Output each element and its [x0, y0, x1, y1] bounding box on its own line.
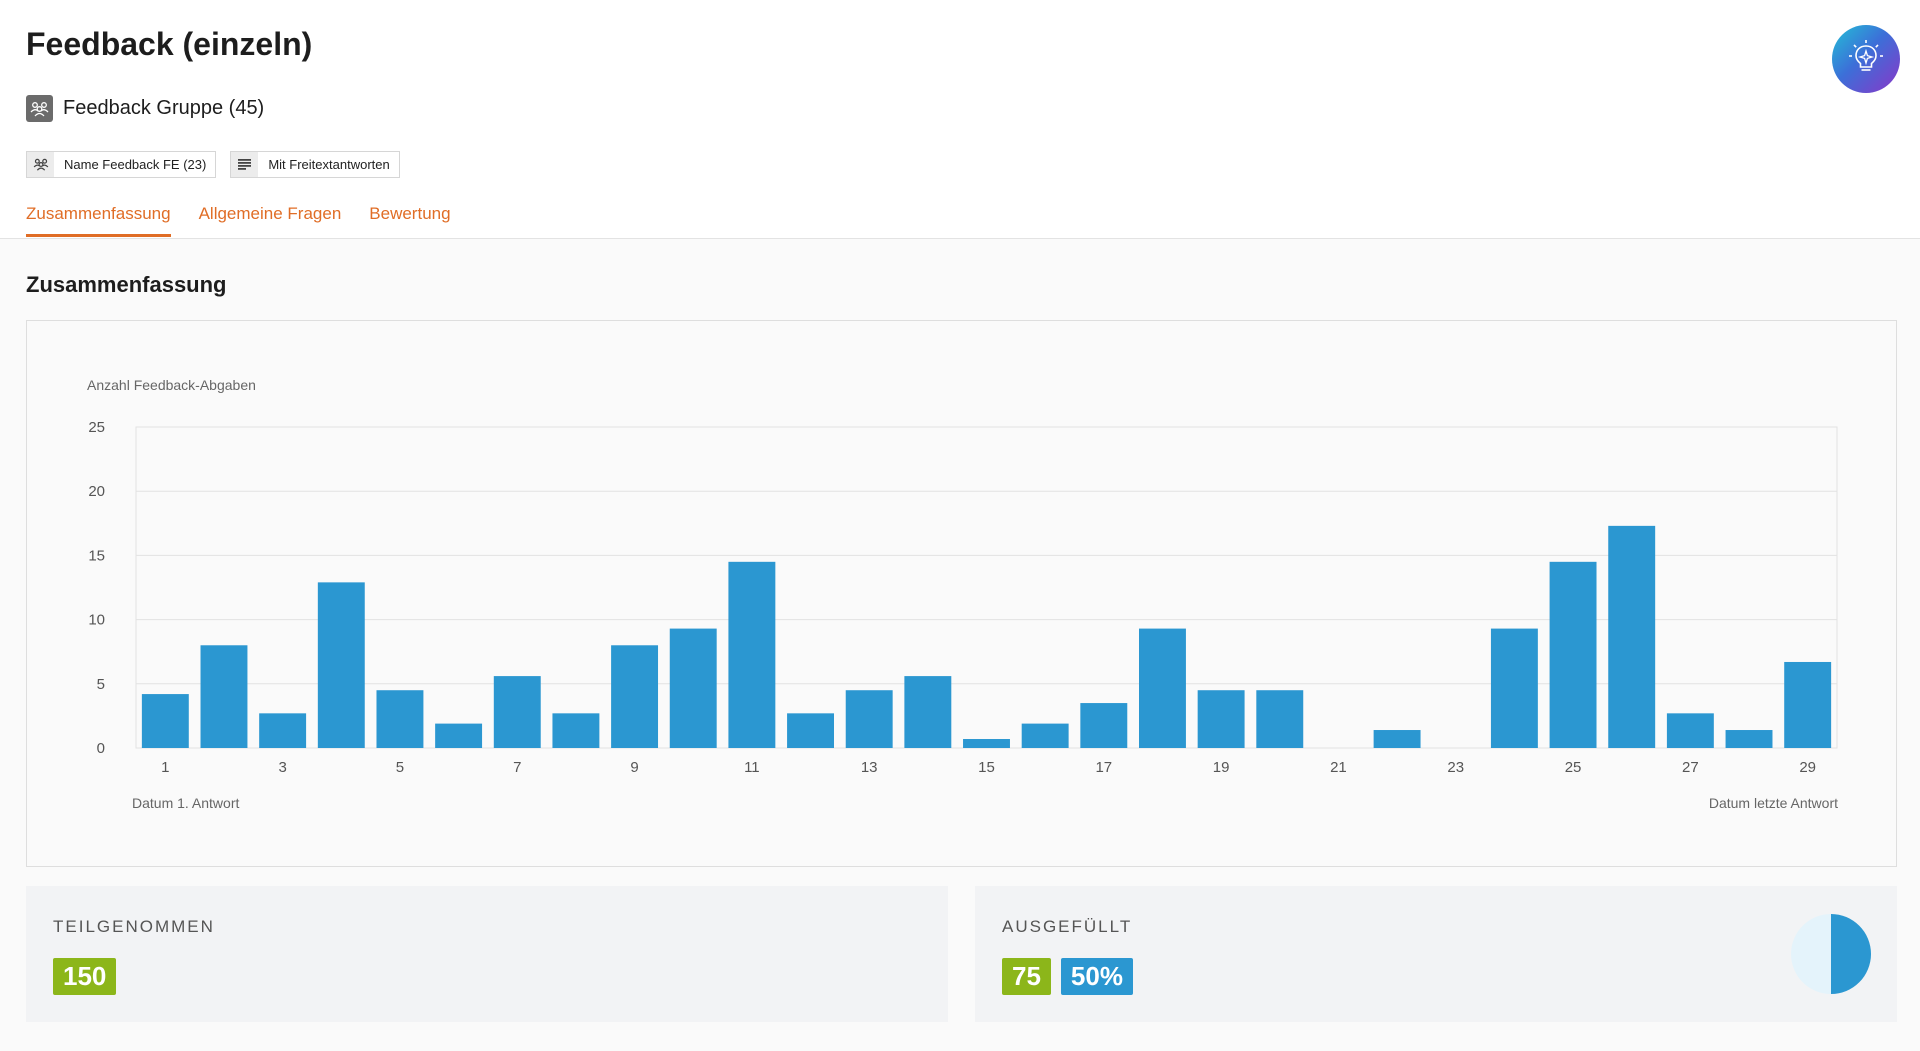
people-icon	[26, 95, 53, 122]
x-tick-label: 25	[1565, 759, 1582, 776]
x-tick-label: 13	[861, 759, 878, 776]
bar	[1197, 690, 1245, 748]
chart-y-axis-label: Anzahl Feedback-Abgaben	[87, 377, 256, 393]
lightbulb-icon	[1846, 37, 1886, 82]
bar	[1784, 661, 1832, 748]
y-tick-label: 15	[88, 547, 105, 564]
completed-label: AUSGEFÜLLT	[1002, 917, 1133, 936]
bar	[435, 723, 483, 748]
x-tick-label: 17	[1095, 759, 1112, 776]
section-title: Zusammenfassung	[26, 272, 227, 297]
bar	[552, 713, 600, 748]
bar	[845, 690, 893, 748]
completed-card: AUSGEFÜLLT 75 50%	[975, 886, 1897, 1022]
completed-count-badge: 75	[1002, 958, 1051, 995]
tab-rating[interactable]: Bewertung	[369, 204, 451, 223]
bar	[141, 694, 189, 748]
y-tick-label: 5	[97, 676, 105, 693]
chart-end-label: Datum letzte Antwort	[1708, 795, 1838, 811]
bar	[963, 739, 1010, 748]
bar	[1666, 713, 1714, 748]
bar	[1373, 730, 1421, 748]
chip-label: Name Feedback FE (23)	[64, 157, 207, 172]
group-title: Feedback Gruppe (45)	[63, 97, 265, 119]
bar	[1139, 628, 1186, 748]
completed-badges: 75 50%	[1002, 958, 1133, 995]
bar	[1608, 525, 1656, 748]
participated-label: TEILGENOMMEN	[53, 917, 215, 936]
chart-start-label: Datum 1. Antwort	[132, 795, 240, 811]
y-tick-label: 10	[88, 612, 105, 629]
bar	[728, 561, 776, 748]
tab-general-questions[interactable]: Allgemeine Fragen	[198, 204, 342, 223]
participated-badges: 150	[53, 958, 117, 995]
people-icon	[27, 152, 54, 177]
x-tick-label: 3	[278, 759, 286, 776]
chip-label: Mit Freitextantworten	[268, 157, 390, 172]
x-tick-label: 5	[396, 759, 404, 776]
bar	[1490, 628, 1538, 748]
y-tick-label: 20	[88, 483, 105, 500]
x-tick-label: 23	[1447, 759, 1464, 776]
bar	[1256, 690, 1304, 748]
bar	[1021, 723, 1069, 748]
participated-count-badge: 150	[53, 958, 117, 995]
filter-chips: Name Feedback FE (23) Mit Freitextantwor…	[26, 151, 400, 178]
text-lines-icon	[231, 152, 259, 177]
bar	[1080, 703, 1128, 748]
y-tick-label: 25	[88, 419, 105, 436]
completed-percent-badge: 50%	[1060, 958, 1133, 995]
bar	[200, 645, 248, 748]
bar	[611, 645, 659, 748]
bar	[317, 582, 365, 748]
bar	[493, 676, 541, 748]
bar	[259, 713, 307, 748]
x-tick-label: 1	[161, 759, 169, 776]
x-tick-label: 27	[1682, 759, 1699, 776]
bar	[904, 676, 952, 748]
x-tick-label: 15	[978, 759, 995, 776]
completion-pie-chart	[1791, 914, 1871, 994]
bar	[669, 628, 717, 748]
x-tick-label: 21	[1330, 759, 1347, 776]
x-tick-label: 19	[1213, 759, 1230, 776]
bar	[1725, 730, 1773, 748]
page-title: Feedback (einzeln)	[26, 26, 313, 62]
x-tick-label: 29	[1799, 759, 1816, 776]
participated-card: TEILGENOMMEN 150	[26, 886, 948, 1022]
ai-assistant-button[interactable]	[1832, 25, 1900, 93]
bar	[376, 690, 424, 748]
tab-summary[interactable]: Zusammenfassung	[26, 204, 171, 237]
x-tick-label: 9	[630, 759, 638, 776]
bar	[787, 713, 834, 748]
chip-feedback-name[interactable]: Name Feedback FE (23)	[26, 151, 217, 178]
page-header: Feedback (einzeln) Feedback Gruppe (45)	[0, 0, 1920, 239]
x-tick-label: 11	[744, 759, 760, 776]
pie-completed-slice	[1831, 914, 1871, 994]
tab-bar: Zusammenfassung Allgemeine Fragen Bewert…	[26, 204, 451, 237]
group-row: Feedback Gruppe (45)	[26, 95, 264, 122]
bar	[1549, 561, 1597, 748]
chip-free-text[interactable]: Mit Freitextantworten	[230, 151, 400, 178]
bar-chart-card: Anzahl Feedback-Abgaben 0 5 10 15 20 25 1 3 5 7 9 1…	[26, 320, 1897, 867]
y-tick-label: 0	[97, 740, 105, 757]
x-tick-label: 7	[513, 759, 521, 776]
